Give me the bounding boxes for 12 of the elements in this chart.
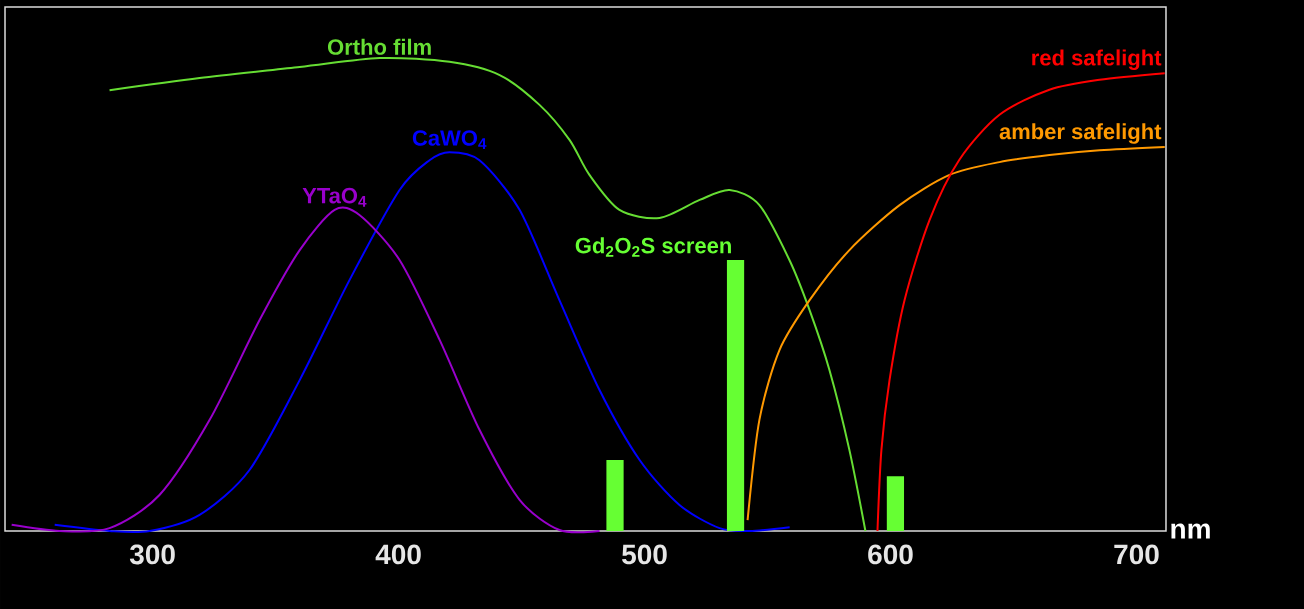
x-axis-title: nm <box>1171 523 1210 539</box>
series-label: red safelight <box>1032 49 1162 70</box>
series-label: Ortho film <box>327 38 431 55</box>
series-label: amber safelight <box>999 123 1162 144</box>
x-tick-label: 400 <box>375 544 421 565</box>
x-tick-label: 600 <box>868 544 913 565</box>
series-label: CaWO$_{4}$ <box>412 130 487 149</box>
x-tick-label: 500 <box>622 544 667 565</box>
x-tick-label: 300 <box>129 544 175 565</box>
x-tick-label: 700 <box>1114 544 1159 565</box>
series-label: YTaO$_{4}$ <box>302 187 367 207</box>
series-label: Gd$_{2}$O$_{2}$S screen <box>575 237 731 257</box>
